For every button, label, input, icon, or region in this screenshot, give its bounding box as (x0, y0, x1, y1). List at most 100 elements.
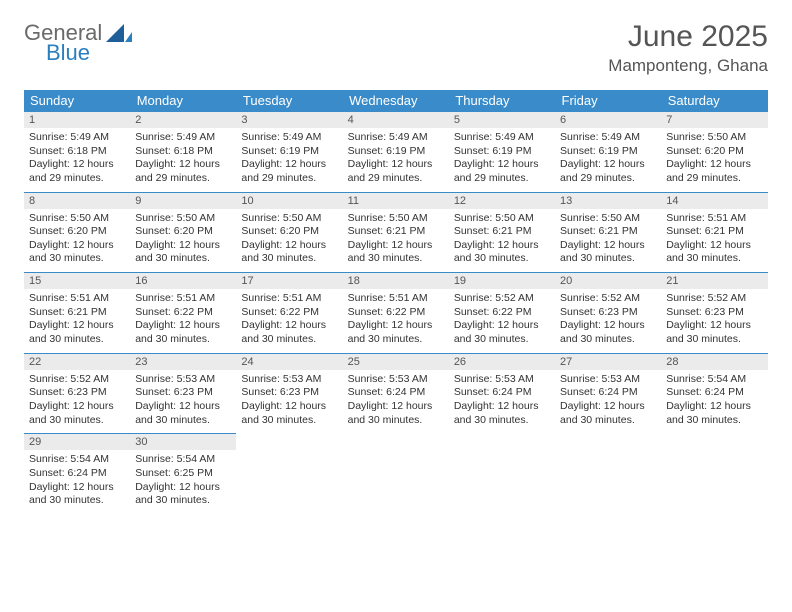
sunset-line: Sunset: 6:21 PM (29, 306, 125, 320)
daylight-line: Daylight: 12 hours and 30 minutes. (454, 400, 550, 427)
daylight-line: Daylight: 12 hours and 30 minutes. (348, 319, 444, 346)
calendar-day-cell: 17Sunrise: 5:51 AMSunset: 6:22 PMDayligh… (236, 273, 342, 354)
daylight-line: Daylight: 12 hours and 29 minutes. (29, 158, 125, 185)
weekday-header: Tuesday (236, 90, 342, 112)
daylight-line: Daylight: 12 hours and 30 minutes. (135, 319, 231, 346)
weekday-header: Monday (130, 90, 236, 112)
sunrise-line: Sunrise: 5:50 AM (666, 131, 762, 145)
calendar-day-cell: 21Sunrise: 5:52 AMSunset: 6:23 PMDayligh… (661, 273, 767, 354)
day-number: 1 (24, 112, 130, 128)
day-content: Sunrise: 5:54 AMSunset: 6:24 PMDaylight:… (24, 450, 130, 514)
daylight-line: Daylight: 12 hours and 30 minutes. (241, 319, 337, 346)
daylight-line: Daylight: 12 hours and 30 minutes. (454, 319, 550, 346)
sunrise-line: Sunrise: 5:50 AM (135, 212, 231, 226)
location: Mamponteng, Ghana (608, 56, 768, 76)
sunset-line: Sunset: 6:19 PM (454, 145, 550, 159)
daylight-line: Daylight: 12 hours and 30 minutes. (560, 319, 656, 346)
day-number: 29 (24, 434, 130, 450)
day-number: 3 (236, 112, 342, 128)
calendar-day-cell: 8Sunrise: 5:50 AMSunset: 6:20 PMDaylight… (24, 192, 130, 273)
sunset-line: Sunset: 6:25 PM (135, 467, 231, 481)
sunrise-line: Sunrise: 5:49 AM (241, 131, 337, 145)
sunrise-line: Sunrise: 5:54 AM (29, 453, 125, 467)
weekday-header: Sunday (24, 90, 130, 112)
sunrise-line: Sunrise: 5:50 AM (454, 212, 550, 226)
day-number: 28 (661, 354, 767, 370)
weekday-header: Thursday (449, 90, 555, 112)
logo-text-blue: Blue (46, 40, 90, 66)
sunset-line: Sunset: 6:20 PM (135, 225, 231, 239)
day-number: 10 (236, 193, 342, 209)
sunset-line: Sunset: 6:22 PM (135, 306, 231, 320)
logo-sail-icon (106, 24, 132, 42)
day-content: Sunrise: 5:50 AMSunset: 6:20 PMDaylight:… (24, 209, 130, 273)
daylight-line: Daylight: 12 hours and 30 minutes. (29, 400, 125, 427)
day-number: 19 (449, 273, 555, 289)
sunrise-line: Sunrise: 5:52 AM (29, 373, 125, 387)
calendar-day-cell: 24Sunrise: 5:53 AMSunset: 6:23 PMDayligh… (236, 353, 342, 434)
sunset-line: Sunset: 6:21 PM (560, 225, 656, 239)
sunset-line: Sunset: 6:24 PM (348, 386, 444, 400)
sunset-line: Sunset: 6:19 PM (560, 145, 656, 159)
calendar-week-row: 1Sunrise: 5:49 AMSunset: 6:18 PMDaylight… (24, 112, 768, 193)
day-content: Sunrise: 5:50 AMSunset: 6:21 PMDaylight:… (555, 209, 661, 273)
sunset-line: Sunset: 6:24 PM (560, 386, 656, 400)
sunset-line: Sunset: 6:20 PM (29, 225, 125, 239)
day-number: 2 (130, 112, 236, 128)
sunrise-line: Sunrise: 5:50 AM (241, 212, 337, 226)
daylight-line: Daylight: 12 hours and 30 minutes. (241, 400, 337, 427)
header: General Blue June 2025 Mamponteng, Ghana (24, 20, 768, 76)
calendar-day-cell: 1Sunrise: 5:49 AMSunset: 6:18 PMDaylight… (24, 112, 130, 193)
day-number: 11 (343, 193, 449, 209)
daylight-line: Daylight: 12 hours and 30 minutes. (560, 400, 656, 427)
daylight-line: Daylight: 12 hours and 30 minutes. (560, 239, 656, 266)
day-content: Sunrise: 5:50 AMSunset: 6:20 PMDaylight:… (130, 209, 236, 273)
sunset-line: Sunset: 6:21 PM (454, 225, 550, 239)
day-content: Sunrise: 5:49 AMSunset: 6:18 PMDaylight:… (24, 128, 130, 192)
daylight-line: Daylight: 12 hours and 29 minutes. (560, 158, 656, 185)
day-content: Sunrise: 5:52 AMSunset: 6:23 PMDaylight:… (24, 370, 130, 434)
sunrise-line: Sunrise: 5:53 AM (560, 373, 656, 387)
sunrise-line: Sunrise: 5:49 AM (29, 131, 125, 145)
sunrise-line: Sunrise: 5:52 AM (560, 292, 656, 306)
day-content: Sunrise: 5:53 AMSunset: 6:24 PMDaylight:… (555, 370, 661, 434)
calendar-day-cell: 5Sunrise: 5:49 AMSunset: 6:19 PMDaylight… (449, 112, 555, 193)
daylight-line: Daylight: 12 hours and 30 minutes. (666, 239, 762, 266)
calendar-table: Sunday Monday Tuesday Wednesday Thursday… (24, 90, 768, 514)
day-number: 8 (24, 193, 130, 209)
calendar-day-cell: 9Sunrise: 5:50 AMSunset: 6:20 PMDaylight… (130, 192, 236, 273)
sunrise-line: Sunrise: 5:53 AM (241, 373, 337, 387)
daylight-line: Daylight: 12 hours and 30 minutes. (135, 400, 231, 427)
calendar-day-cell: 14Sunrise: 5:51 AMSunset: 6:21 PMDayligh… (661, 192, 767, 273)
day-content: Sunrise: 5:49 AMSunset: 6:19 PMDaylight:… (343, 128, 449, 192)
calendar-week-row: 22Sunrise: 5:52 AMSunset: 6:23 PMDayligh… (24, 353, 768, 434)
calendar-week-row: 8Sunrise: 5:50 AMSunset: 6:20 PMDaylight… (24, 192, 768, 273)
day-content: Sunrise: 5:51 AMSunset: 6:22 PMDaylight:… (236, 289, 342, 353)
calendar-day-cell: 15Sunrise: 5:51 AMSunset: 6:21 PMDayligh… (24, 273, 130, 354)
sunrise-line: Sunrise: 5:53 AM (135, 373, 231, 387)
day-content: Sunrise: 5:51 AMSunset: 6:21 PMDaylight:… (24, 289, 130, 353)
calendar-day-cell: 30Sunrise: 5:54 AMSunset: 6:25 PMDayligh… (130, 434, 236, 514)
logo: General Blue (24, 20, 132, 66)
weekday-header: Wednesday (343, 90, 449, 112)
daylight-line: Daylight: 12 hours and 30 minutes. (29, 319, 125, 346)
sunset-line: Sunset: 6:24 PM (666, 386, 762, 400)
day-number: 21 (661, 273, 767, 289)
sunrise-line: Sunrise: 5:49 AM (135, 131, 231, 145)
calendar-day-cell: 11Sunrise: 5:50 AMSunset: 6:21 PMDayligh… (343, 192, 449, 273)
daylight-line: Daylight: 12 hours and 29 minutes. (454, 158, 550, 185)
day-number: 26 (449, 354, 555, 370)
day-content: Sunrise: 5:53 AMSunset: 6:24 PMDaylight:… (343, 370, 449, 434)
calendar-day-cell: 18Sunrise: 5:51 AMSunset: 6:22 PMDayligh… (343, 273, 449, 354)
day-number: 16 (130, 273, 236, 289)
sunrise-line: Sunrise: 5:52 AM (666, 292, 762, 306)
daylight-line: Daylight: 12 hours and 30 minutes. (241, 239, 337, 266)
sunset-line: Sunset: 6:24 PM (29, 467, 125, 481)
daylight-line: Daylight: 12 hours and 30 minutes. (666, 400, 762, 427)
sunrise-line: Sunrise: 5:50 AM (560, 212, 656, 226)
month-title: June 2025 (608, 20, 768, 54)
day-number: 27 (555, 354, 661, 370)
day-content: Sunrise: 5:50 AMSunset: 6:21 PMDaylight:… (343, 209, 449, 273)
day-number: 22 (24, 354, 130, 370)
sunset-line: Sunset: 6:23 PM (241, 386, 337, 400)
